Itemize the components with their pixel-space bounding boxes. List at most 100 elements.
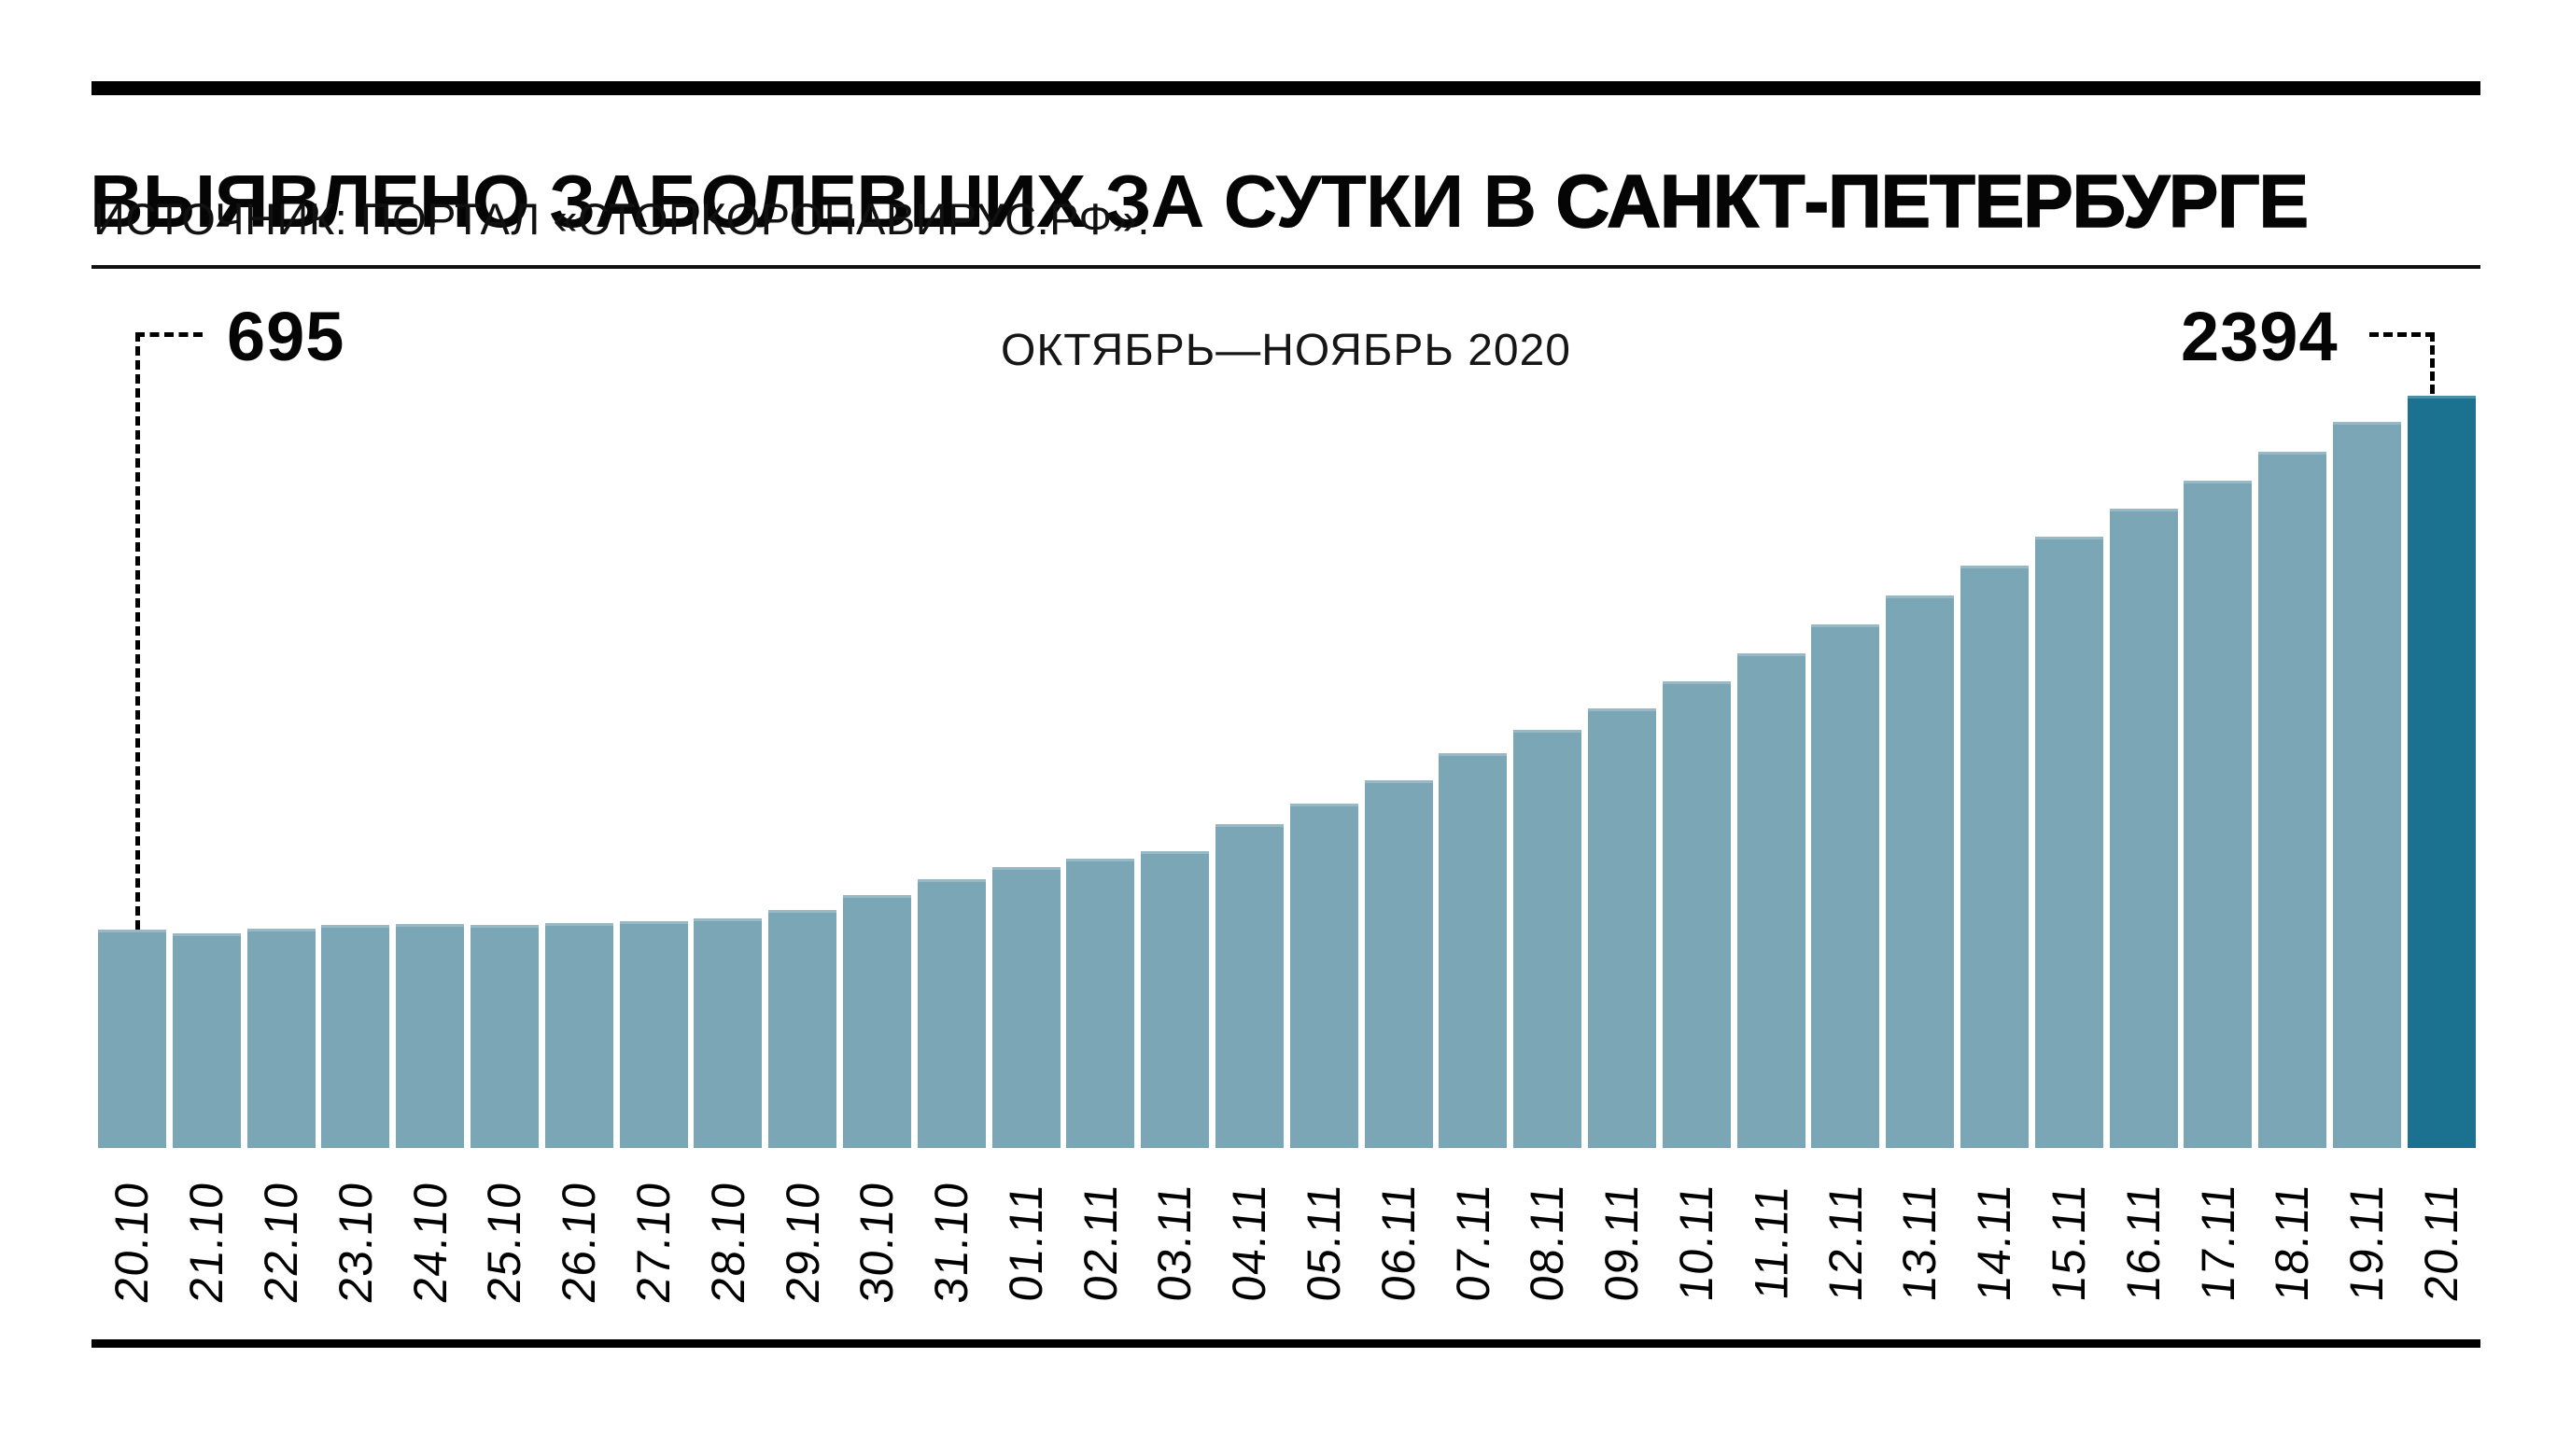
x-axis-label-05.11: 05.11	[1298, 1180, 1351, 1305]
x-axis-label-26.10: 26.10	[553, 1178, 606, 1307]
bar-05.11	[1289, 804, 1358, 1148]
x-axis-label-cell: 22.10	[247, 1163, 316, 1322]
header-divider-rule	[91, 265, 2480, 269]
x-axis-label-cell: 20.10	[98, 1163, 166, 1322]
x-axis-label-cell: 17.11	[2184, 1163, 2252, 1322]
x-axis-label-23.10: 23.10	[329, 1178, 382, 1307]
x-axis-label-cell: 12.11	[1811, 1163, 1879, 1322]
x-axis-label-25.10: 25.10	[478, 1178, 531, 1307]
x-axis-labels: 20.10 21.10 22.10 23.10 24.10 25.10 26.10 27.10…	[98, 1163, 2476, 1322]
x-axis-label-19.11: 19.11	[2340, 1180, 2394, 1305]
period-label: ОКТЯБРЬ—НОЯБРЬ 2020	[1001, 326, 1571, 375]
x-axis-label-cell: 02.11	[1066, 1163, 1134, 1322]
bar-20.10	[98, 930, 166, 1148]
bar-24.10	[396, 924, 465, 1148]
x-axis-label-14.11: 14.11	[1968, 1180, 2021, 1305]
x-axis-label-08.11: 08.11	[1521, 1180, 1574, 1305]
x-axis-label-cell: 23.10	[321, 1163, 389, 1322]
x-axis-label-cell: 19.11	[2333, 1163, 2401, 1322]
x-axis-label-cell: 20.11	[2408, 1163, 2476, 1322]
x-axis-label-12.11: 12.11	[1819, 1180, 1872, 1305]
bar-28.10	[694, 918, 763, 1148]
x-axis-label-cell: 31.10	[918, 1163, 986, 1322]
bar-12.11	[1811, 624, 1880, 1148]
x-axis-label-cell: 13.11	[1886, 1163, 1954, 1322]
x-axis-label-30.10: 30.10	[850, 1178, 904, 1307]
x-axis-label-cell: 21.10	[173, 1163, 241, 1322]
x-axis-label-21.10: 21.10	[180, 1178, 233, 1307]
bar-08.11	[1513, 730, 1582, 1148]
x-axis-label-cell: 28.10	[694, 1163, 762, 1322]
x-axis-label-cell: 15.11	[2035, 1163, 2103, 1322]
first-bar-value-annotation: 695	[227, 298, 345, 375]
x-axis-label-06.11: 06.11	[1372, 1180, 1426, 1305]
bar-01.11	[991, 867, 1061, 1148]
x-axis-label-28.10: 28.10	[701, 1178, 754, 1307]
page-title-bold: САНКТ-ПЕТЕРБУРГЕ	[1555, 159, 2310, 243]
bar-15.11	[2034, 537, 2103, 1148]
top-divider-rule	[91, 81, 2480, 95]
bar-13.11	[1886, 595, 1955, 1148]
x-axis-label-11.11: 11.11	[1745, 1182, 1798, 1303]
x-axis-label-cell: 11.11	[1737, 1163, 1805, 1322]
bar-20.11	[2407, 396, 2476, 1148]
x-axis-label-cell: 18.11	[2258, 1163, 2326, 1322]
bar-17.11	[2184, 481, 2253, 1148]
page-title: ВЫЯВЛЕНО ЗАБОЛЕВШИХ ЗА СУТКИ В САНКТ-ПЕТ…	[90, 162, 2310, 239]
x-axis-label-24.10: 24.10	[403, 1178, 457, 1307]
bar-23.10	[321, 925, 390, 1148]
first-bar-callout-line-horizontal	[135, 332, 203, 337]
bar-10.11	[1662, 681, 1731, 1148]
x-axis-label-cell: 14.11	[1960, 1163, 2029, 1322]
x-axis-label-29.10: 29.10	[776, 1178, 829, 1307]
bar-25.10	[470, 925, 539, 1148]
first-bar-callout-line-vertical	[135, 332, 140, 930]
bar-30.10	[842, 895, 911, 1148]
bar-09.11	[1587, 708, 1656, 1148]
x-axis-label-22.10: 22.10	[255, 1178, 308, 1307]
page-title-regular: ВЫЯВЛЕНО ЗАБОЛЕВШИХ ЗА СУТКИ В	[90, 159, 1556, 243]
x-axis-label-07.11: 07.11	[1446, 1180, 1499, 1305]
x-axis-label-20.10: 20.10	[105, 1178, 159, 1307]
x-axis-label-cell: 10.11	[1663, 1163, 1731, 1322]
bar-26.10	[544, 923, 613, 1148]
x-axis-label-09.11: 09.11	[1595, 1180, 1649, 1305]
x-axis-label-03.11: 03.11	[1148, 1180, 1201, 1305]
x-axis-label-cell: 29.10	[768, 1163, 836, 1322]
bottom-divider-rule	[91, 1339, 2480, 1348]
x-axis-label-31.10: 31.10	[925, 1178, 978, 1307]
x-axis-label-cell: 09.11	[1588, 1163, 1656, 1322]
x-axis-label-10.11: 10.11	[1670, 1180, 1723, 1305]
x-axis-label-17.11: 17.11	[2191, 1180, 2244, 1305]
x-axis-label-01.11: 01.11	[1000, 1180, 1053, 1305]
bar-29.10	[768, 910, 837, 1148]
x-axis-label-cell: 01.11	[992, 1163, 1061, 1322]
x-axis-label-cell: 04.11	[1215, 1163, 1284, 1322]
x-axis-label-cell: 07.11	[1439, 1163, 1507, 1322]
bar-31.10	[917, 879, 986, 1148]
x-axis-label-cell: 16.11	[2110, 1163, 2178, 1322]
x-axis-label-cell: 25.10	[471, 1163, 539, 1322]
bar-06.11	[1364, 780, 1433, 1148]
source-caption: ИСТОЧНИК: ПОРТАЛ «СТОПКОРОНАВИРУС.РФ».	[93, 194, 1150, 244]
bar-18.11	[2258, 452, 2327, 1148]
x-axis-label-cell: 27.10	[620, 1163, 688, 1322]
x-axis-label-cell: 03.11	[1141, 1163, 1209, 1322]
bar-19.11	[2332, 422, 2401, 1148]
x-axis-label-15.11: 15.11	[2043, 1180, 2096, 1305]
last-bar-value-annotation: 2394	[2181, 298, 2339, 375]
x-axis-label-02.11: 02.11	[1074, 1180, 1127, 1305]
x-axis-label-27.10: 27.10	[627, 1178, 681, 1307]
x-axis-label-20.11: 20.11	[2415, 1180, 2468, 1305]
x-axis-label-cell: 24.10	[396, 1163, 464, 1322]
x-axis-label-cell: 06.11	[1365, 1163, 1433, 1322]
bar-14.11	[1960, 566, 2029, 1148]
bar-chart	[98, 390, 2476, 1148]
x-axis-label-cell: 30.10	[843, 1163, 911, 1322]
bar-07.11	[1439, 753, 1508, 1148]
bar-21.10	[172, 933, 241, 1148]
x-axis-label-cell: 05.11	[1290, 1163, 1358, 1322]
bar-04.11	[1215, 824, 1284, 1148]
bar-11.11	[1736, 653, 1805, 1148]
